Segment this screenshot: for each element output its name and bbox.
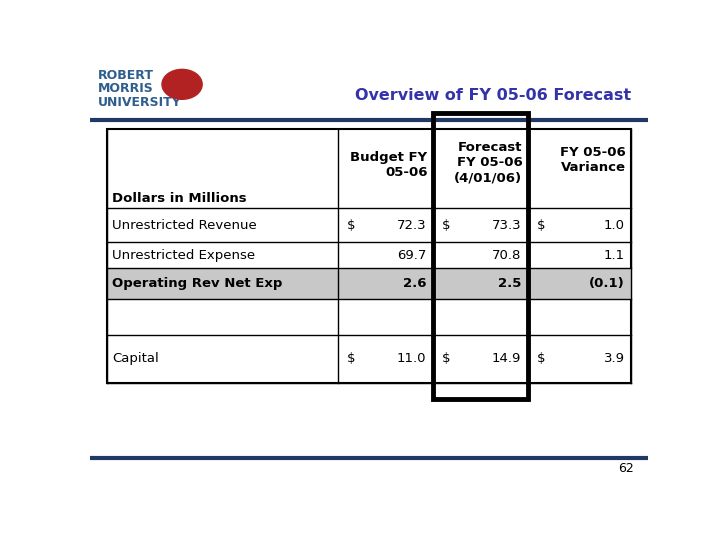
Text: Operating Rev Net Exp: Operating Rev Net Exp bbox=[112, 277, 283, 290]
Text: 14.9: 14.9 bbox=[492, 353, 521, 366]
Text: 11.0: 11.0 bbox=[397, 353, 426, 366]
Text: MORRIS: MORRIS bbox=[99, 82, 154, 95]
Text: Unrestricted Expense: Unrestricted Expense bbox=[112, 249, 256, 262]
Text: 62: 62 bbox=[618, 462, 634, 475]
Text: ROBERT: ROBERT bbox=[99, 69, 154, 82]
Text: 3.9: 3.9 bbox=[603, 353, 624, 366]
Text: UNIVERSITY: UNIVERSITY bbox=[99, 97, 182, 110]
Text: 73.3: 73.3 bbox=[492, 219, 521, 232]
Text: Forecast
FY 05-06
(4/01/06): Forecast FY 05-06 (4/01/06) bbox=[454, 141, 523, 184]
Text: 2.6: 2.6 bbox=[403, 277, 426, 290]
Circle shape bbox=[162, 69, 202, 99]
Text: Dollars in Millions: Dollars in Millions bbox=[112, 192, 247, 205]
Text: 1.0: 1.0 bbox=[603, 219, 624, 232]
Text: $: $ bbox=[536, 219, 545, 232]
Text: 70.8: 70.8 bbox=[492, 249, 521, 262]
Text: 1.1: 1.1 bbox=[603, 249, 624, 262]
Text: $: $ bbox=[347, 219, 355, 232]
Text: 2.5: 2.5 bbox=[498, 277, 521, 290]
Text: Capital: Capital bbox=[112, 353, 159, 366]
Text: Budget FY
05-06: Budget FY 05-06 bbox=[351, 151, 428, 179]
Text: (0.1): (0.1) bbox=[589, 277, 624, 290]
Text: $: $ bbox=[441, 219, 450, 232]
Bar bbox=[107, 129, 631, 383]
Text: $: $ bbox=[347, 353, 355, 366]
Text: $: $ bbox=[441, 353, 450, 366]
Text: 72.3: 72.3 bbox=[397, 219, 426, 232]
Text: FY 05-06
Variance: FY 05-06 Variance bbox=[560, 146, 626, 174]
Bar bbox=[107, 268, 631, 299]
Text: $: $ bbox=[536, 353, 545, 366]
Text: 69.7: 69.7 bbox=[397, 249, 426, 262]
Text: Overview of FY 05-06 Forecast: Overview of FY 05-06 Forecast bbox=[355, 89, 631, 104]
Bar bbox=[433, 113, 528, 399]
Text: Unrestricted Revenue: Unrestricted Revenue bbox=[112, 219, 257, 232]
